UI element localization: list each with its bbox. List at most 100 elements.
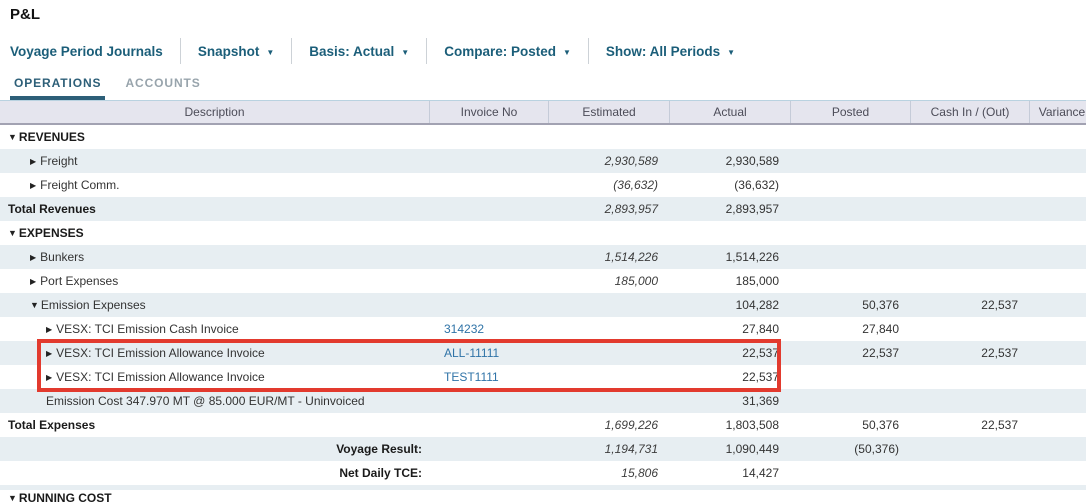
description-cell: Emission Cost 347.970 MT @ 85.000 EUR/MT… [0, 389, 430, 413]
actual-cell [670, 221, 791, 245]
table-row[interactable]: ▶ Port Expenses 185,000 185,000 [0, 269, 1086, 293]
description-cell: Net Daily TCE: [0, 461, 430, 485]
actual-cell: 1,803,508 [725, 418, 779, 432]
description-text: Net Daily TCE: [339, 466, 422, 480]
triangle-right-icon[interactable]: ▶ [46, 349, 53, 358]
column-header-inv[interactable]: Invoice No [430, 101, 549, 123]
table-header-row: Description Invoice No Estimated Actual Post… [0, 100, 1086, 125]
actual-cell [670, 490, 791, 504]
table-row[interactable]: Voyage Result: 1,194,731 1,090,449 (50,376) [0, 437, 1086, 461]
variance-cell [1030, 490, 1086, 504]
estimated-cell: 185,000 [614, 274, 658, 288]
estimated-cell: (36,632) [613, 178, 658, 192]
cash-in-out-cell [911, 437, 1030, 461]
variance-cell [1030, 293, 1086, 317]
posted-cell: 22,537 [862, 346, 899, 360]
estimated-cell: 1,514,226 [604, 250, 658, 264]
variance-cell [1030, 365, 1086, 389]
invoice-cell [430, 173, 549, 197]
invoice-link[interactable]: TEST1111 [444, 370, 499, 384]
toolbar-item-label: Voyage Period Journals [10, 43, 163, 59]
table-row[interactable]: ▼ EXPENSES [0, 221, 1086, 245]
toolbar-item-label: Compare: Posted [444, 43, 556, 59]
toolbar-item-label: Show: All Periods [605, 43, 721, 59]
actual-cell: (36,632) [734, 178, 779, 192]
invoice-cell: 314232 [430, 317, 549, 341]
description-cell: ▶ Freight Comm. [0, 173, 430, 197]
table-row[interactable]: ▶ VESX: TCI Emission Allowance Invoice TES… [0, 365, 1086, 389]
compare-dropdown[interactable]: Compare: Posted ▼ [427, 38, 589, 64]
invoice-link[interactable]: 314232 [444, 322, 485, 336]
table-row[interactable]: ▶ Freight Comm. (36,632) (36,632) [0, 173, 1086, 197]
invoice-cell [430, 389, 549, 413]
actual-cell [670, 125, 791, 149]
invoice-cell [430, 149, 549, 173]
triangle-right-icon[interactable]: ▶ [30, 253, 37, 262]
column-header-post[interactable]: Posted [791, 101, 911, 123]
table-row[interactable]: Net Daily TCE: 15,806 14,427 [0, 461, 1086, 485]
basis-dropdown[interactable]: Basis: Actual ▼ [292, 38, 428, 64]
column-header-cash[interactable]: Cash In / (Out) [911, 101, 1030, 123]
table-row[interactable]: ▶ VESX: TCI Emission Cash Invoice 314232 27… [0, 317, 1086, 341]
description-text: REVENUES [18, 130, 85, 144]
cash-in-out-cell [911, 389, 1030, 413]
posted-cell [791, 269, 911, 293]
table-row[interactable]: ▶ Freight 2,930,589 2,930,589 [0, 149, 1086, 173]
table-row[interactable]: ▼ RUNNING COST [0, 490, 1086, 504]
table-row[interactable]: ▼ Emission Expenses 104,282 50,376 22,537 [0, 293, 1086, 317]
description-cell: Voyage Result: [0, 437, 430, 461]
tab-operations[interactable]: OPERATIONS [10, 76, 106, 101]
estimated-cell [549, 221, 670, 245]
cash-in-out-cell [911, 490, 1030, 504]
triangle-down-icon[interactable]: ▼ [8, 493, 17, 503]
triangle-right-icon[interactable]: ▶ [30, 181, 37, 190]
triangle-right-icon[interactable]: ▶ [30, 157, 37, 166]
triangle-right-icon[interactable]: ▶ [30, 277, 37, 286]
column-header-est[interactable]: Estimated [549, 101, 670, 123]
description-text: Total Revenues [8, 202, 96, 216]
triangle-down-icon[interactable]: ▼ [8, 228, 17, 238]
triangle-right-icon[interactable]: ▶ [46, 373, 53, 382]
variance-cell [1030, 437, 1086, 461]
voyage-period-journals-button[interactable]: Voyage Period Journals [10, 38, 181, 64]
chevron-down-icon: ▼ [266, 47, 275, 57]
table-row[interactable]: ▼ REVENUES [0, 125, 1086, 149]
cash-in-out-cell [911, 149, 1030, 173]
triangle-right-icon[interactable]: ▶ [46, 325, 53, 334]
toolbar-item-label: Snapshot [197, 43, 260, 59]
table-row[interactable]: ▶ VESX: TCI Emission Allowance Invoice ALL… [0, 341, 1086, 365]
table-row[interactable]: Total Revenues 2,893,957 2,893,957 [0, 197, 1086, 221]
table-row[interactable]: Emission Cost 347.970 MT @ 85.000 EUR/MT… [0, 389, 1086, 413]
description-cell: ▶ VESX: TCI Emission Allowance Invoice [0, 341, 430, 365]
actual-cell: 104,282 [735, 298, 779, 312]
invoice-cell [430, 245, 549, 269]
posted-cell [791, 197, 911, 221]
actual-cell: 14,427 [742, 466, 779, 480]
invoice-link[interactable]: ALL-11111 [444, 346, 500, 360]
variance-cell [1030, 317, 1086, 341]
description-text: Voyage Result: [336, 442, 422, 456]
description-text: VESX: TCI Emission Allowance Invoice [56, 370, 265, 384]
estimated-cell [549, 125, 670, 149]
table-row[interactable]: Total Expenses 1,699,226 1,803,508 50,376 22… [0, 413, 1086, 437]
column-header-act[interactable]: Actual [670, 101, 791, 123]
table-row[interactable]: ▶ Bunkers 1,514,226 1,514,226 [0, 245, 1086, 269]
snapshot-dropdown[interactable]: Snapshot ▼ [181, 38, 293, 64]
column-header-var[interactable]: Variance [1038, 105, 1086, 119]
invoice-cell [430, 413, 549, 437]
estimated-cell: 2,930,589 [604, 154, 658, 168]
show-periods-dropdown[interactable]: Show: All Periods ▼ [589, 38, 752, 64]
variance-cell [1030, 149, 1086, 173]
description-cell: ▶ Bunkers [0, 245, 430, 269]
invoice-cell [430, 293, 549, 317]
description-text: Freight [40, 154, 78, 168]
triangle-down-icon[interactable]: ▼ [8, 132, 17, 142]
cash-in-out-cell [911, 197, 1030, 221]
column-header-desc[interactable]: Description [0, 101, 430, 123]
description-text: Emission Cost 347.970 MT @ 85.000 EUR/MT… [46, 394, 365, 408]
estimated-cell: 2,893,957 [604, 202, 658, 216]
triangle-down-icon[interactable]: ▼ [30, 300, 39, 310]
pnl-table: Description Invoice No Estimated Actual Post… [0, 100, 1086, 504]
tab-accounts[interactable]: ACCOUNTS [125, 76, 201, 90]
